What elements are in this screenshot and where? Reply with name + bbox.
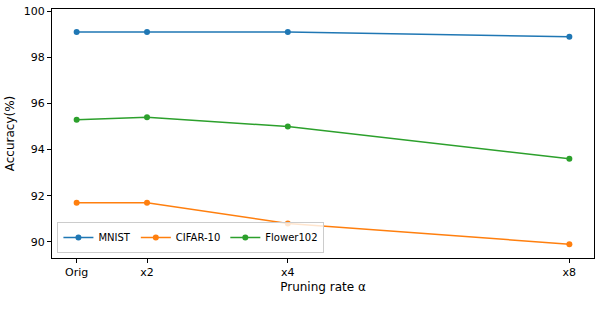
svg-text:94: 94: [31, 143, 45, 156]
svg-text:x4: x4: [281, 266, 295, 279]
svg-text:100: 100: [24, 5, 45, 18]
svg-text:CIFAR-10: CIFAR-10: [176, 232, 220, 243]
svg-text:96: 96: [31, 97, 45, 110]
svg-text:Flower102: Flower102: [265, 232, 317, 243]
svg-text:MNIST: MNIST: [98, 232, 130, 243]
svg-text:Fig. 5: Accuracy under various: Fig. 5: Accuracy under various pruning r…: [203, 327, 443, 330]
svg-text:Pruning rate α: Pruning rate α: [280, 280, 366, 294]
svg-text:Orig: Orig: [65, 266, 88, 279]
svg-text:x8: x8: [563, 266, 577, 279]
svg-text:Accuracy(%): Accuracy(%): [3, 96, 17, 172]
svg-text:92: 92: [31, 190, 45, 203]
svg-text:90: 90: [31, 236, 45, 249]
svg-text:98: 98: [31, 51, 45, 64]
svg-text:x2: x2: [140, 266, 154, 279]
